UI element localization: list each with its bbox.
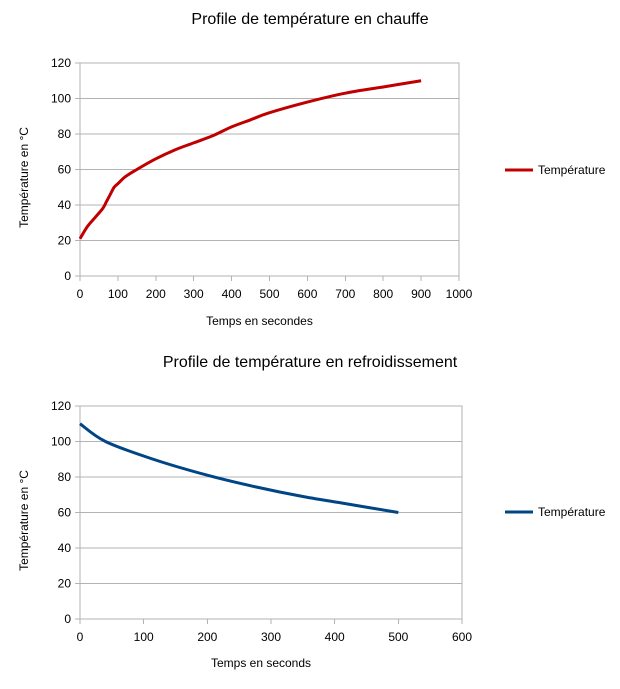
y-tick-label: 0 bbox=[64, 612, 71, 626]
y-axis-label: Température en °C bbox=[17, 470, 31, 571]
y-tick-label: 100 bbox=[51, 92, 71, 106]
x-tick-label: 1000 bbox=[446, 287, 473, 301]
x-tick-label: 700 bbox=[335, 287, 355, 301]
x-tick-label: 900 bbox=[411, 287, 431, 301]
series-line bbox=[78, 79, 422, 240]
x-tick-label: 300 bbox=[261, 630, 281, 644]
x-axis-label: Temps en seconds bbox=[211, 656, 311, 670]
y-tick-label: 60 bbox=[58, 163, 72, 177]
x-tick-label: 200 bbox=[197, 630, 217, 644]
x-tick-label: 600 bbox=[452, 630, 472, 644]
y-tick-label: 40 bbox=[58, 198, 72, 212]
y-tick-label: 20 bbox=[58, 577, 72, 591]
x-tick-label: 400 bbox=[325, 630, 345, 644]
y-tick-label: 0 bbox=[64, 269, 71, 283]
y-tick-label: 40 bbox=[58, 541, 72, 555]
x-tick-label: 400 bbox=[222, 287, 242, 301]
y-axis-label: Température en °C bbox=[17, 127, 31, 228]
x-tick-label: 300 bbox=[184, 287, 204, 301]
x-tick-label: 800 bbox=[373, 287, 393, 301]
x-tick-label: 500 bbox=[388, 630, 408, 644]
legend-label: Température bbox=[538, 505, 606, 519]
y-tick-label: 80 bbox=[58, 127, 72, 141]
chart-title: Profile de température en refroidissemen… bbox=[163, 354, 458, 371]
chart-title: Profile de température en chauffe bbox=[191, 11, 428, 28]
x-tick-label: 100 bbox=[134, 630, 154, 644]
y-tick-label: 100 bbox=[51, 435, 71, 449]
x-tick-label: 0 bbox=[77, 630, 84, 644]
y-tick-label: 20 bbox=[58, 234, 72, 248]
y-tick-label: 120 bbox=[51, 399, 71, 413]
y-tick-label: 80 bbox=[58, 470, 72, 484]
x-tick-label: 100 bbox=[108, 287, 128, 301]
x-tick-label: 0 bbox=[77, 287, 84, 301]
x-tick-label: 600 bbox=[297, 287, 317, 301]
chart-cooling: Profile de température en refroidissemen… bbox=[17, 354, 606, 670]
x-tick-label: 200 bbox=[146, 287, 166, 301]
chart-heating: Profile de température en chauffe 0 20 40 60… bbox=[17, 11, 606, 328]
x-axis-label: Temps en secondes bbox=[206, 314, 313, 328]
x-tick-label: 500 bbox=[259, 287, 279, 301]
y-tick-label: 120 bbox=[51, 56, 71, 70]
legend-label: Température bbox=[538, 163, 606, 177]
series-line bbox=[79, 422, 399, 514]
y-tick-label: 60 bbox=[58, 506, 72, 520]
